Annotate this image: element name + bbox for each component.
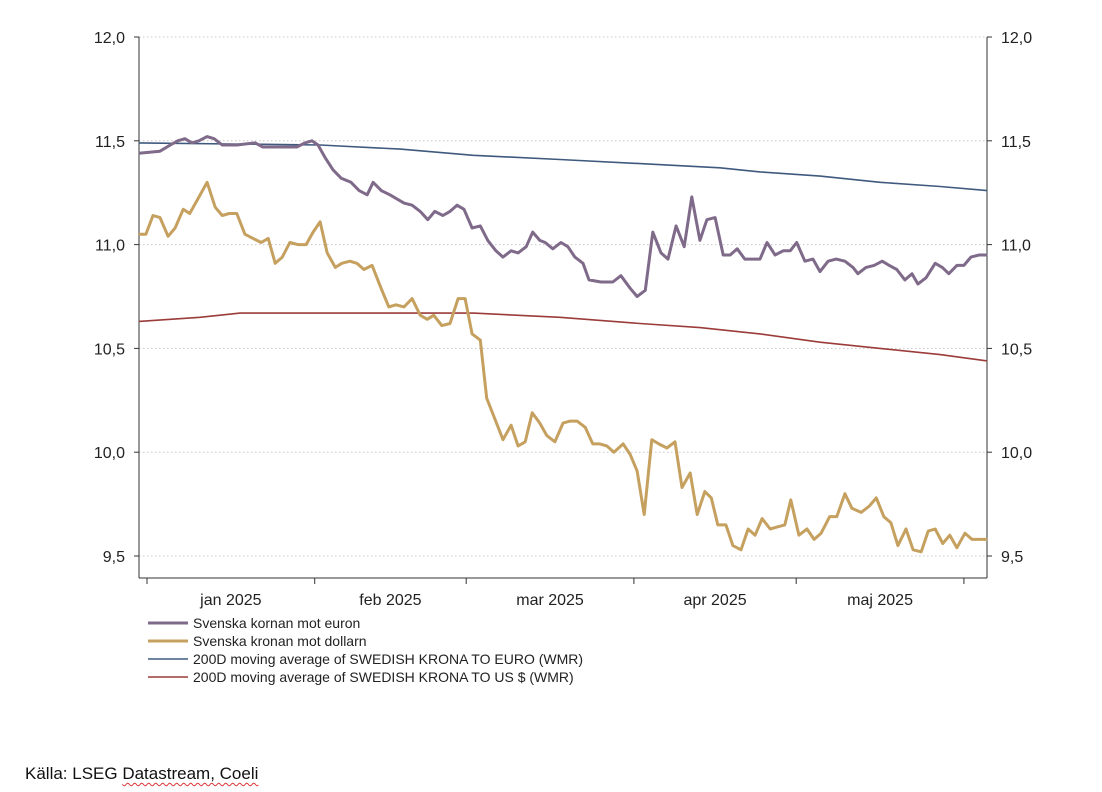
series-lines [138, 135, 988, 554]
x-tick-label: apr 2025 [683, 592, 746, 609]
series-line-2 [138, 142, 988, 192]
x-tick-label: maj 2025 [847, 592, 913, 609]
y-tick-label-right: 10,5 [1001, 341, 1032, 358]
x-tick-label: jan 2025 [199, 592, 261, 609]
y-tick-label-left: 10,0 [94, 445, 125, 462]
legend-label: Svenska kornan mot euron [193, 615, 360, 631]
x-tick-label: mar 2025 [516, 592, 584, 609]
x-tick-label: feb 2025 [359, 592, 421, 609]
axes: 12,0 12,0 11,5 11,5 11,0 11,0 10,5 10,5 10,0 10,0… [94, 30, 1032, 609]
series-line-3 [138, 312, 988, 362]
legend: Svenska kornan mot euron Svenska kronan m… [148, 615, 583, 685]
legend-label: 200D moving average of SWEDISH KRONA TO … [193, 651, 583, 667]
y-tick-label-left: 9,5 [103, 549, 125, 566]
legend-label: Svenska kronan mot dollarn [193, 633, 367, 649]
y-tick-label-left: 11,0 [95, 238, 125, 255]
y-tick-label-left: 10,5 [94, 341, 125, 358]
y-tick-label-right: 9,5 [1001, 549, 1023, 566]
y-tick-label-left: 12,0 [94, 30, 125, 47]
legend-label: 200D moving average of SWEDISH KRONA TO … [193, 669, 574, 685]
gridlines [139, 36, 987, 557]
source-prefix: Källa: LSEG [25, 764, 123, 783]
y-tick-label-right: 11,0 [1001, 238, 1031, 255]
y-tick-label-left: 11,5 [95, 134, 125, 151]
series-line-0 [138, 135, 988, 298]
y-tick-label-right: 11,5 [1001, 134, 1031, 151]
y-tick-label-right: 12,0 [1001, 30, 1032, 47]
source-names: Datastream, Coeli [122, 764, 259, 783]
series-line-1 [138, 180, 988, 554]
y-tick-label-right: 10,0 [1001, 445, 1032, 462]
source-note: Källa: LSEG Datastream, Coeli [25, 764, 258, 784]
